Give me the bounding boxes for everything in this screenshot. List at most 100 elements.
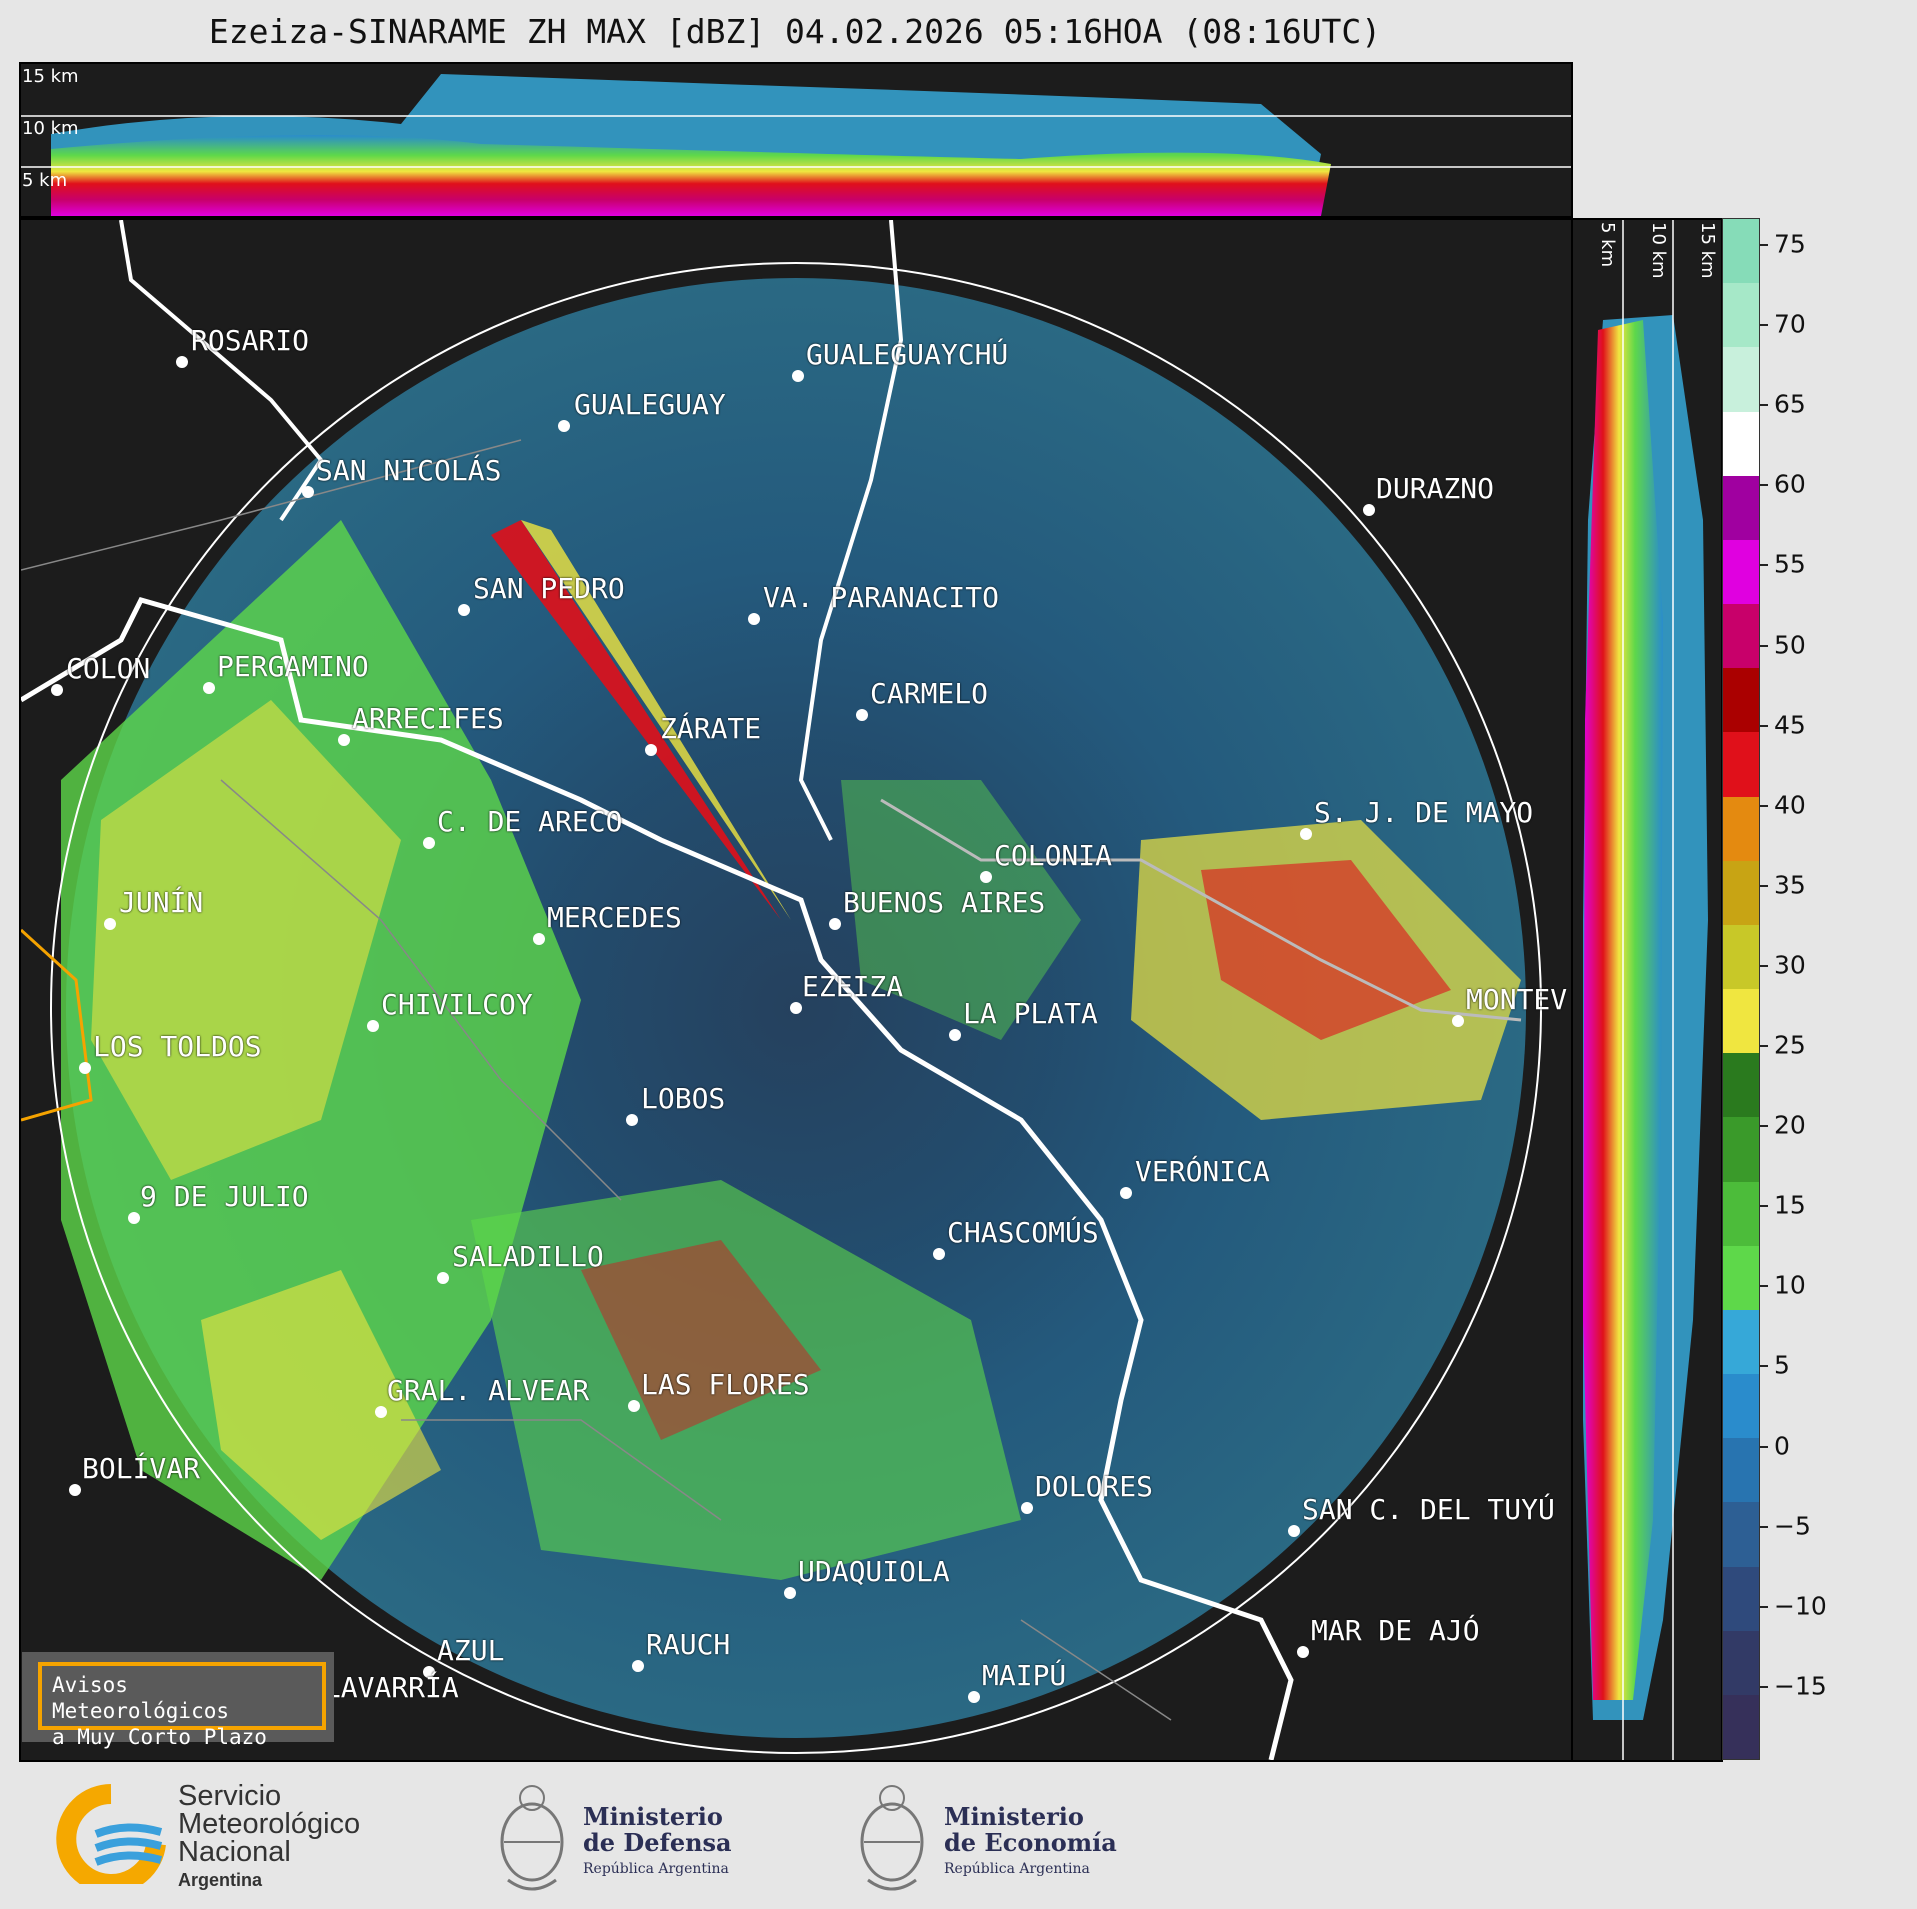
colorbar-segment [1723,1309,1759,1375]
smn-line-3: Nacional [178,1836,291,1868]
smn-line-1: Servicio [178,1780,282,1812]
defensa-logo-text: Ministerio de Defensa República Argentin… [583,1804,732,1882]
city-label: ZÁRATE [660,712,762,745]
city-label: GUALEGUAY [574,388,726,421]
colorbar-tick-mark [1760,804,1768,807]
chart-title: Ezeiza-SINARAME ZH MAX [dBZ] 04.02.2026 … [208,12,1382,51]
city-marker [423,1666,435,1678]
colorbar-segment [1723,1502,1759,1568]
colorbar-tick-mark [1760,1685,1768,1688]
aviso-line-1: Avisos Meteorológicos [52,1673,230,1723]
city-label: RAUCH [646,1628,731,1661]
city-label: CHASCOMÚS [947,1216,1099,1249]
city-label: ROSARIO [191,324,310,357]
colorbar-tick-label: 0 [1774,1431,1790,1460]
city-label: CHIVILCOY [381,988,533,1021]
aviso-box: Avisos Meteorológicos a Muy Corto Plazo [22,1652,334,1749]
top-height-label: 15 km [22,66,79,87]
colorbar-tick-label: −10 [1774,1591,1827,1621]
radar-map-panel: ROSARIO GUALEGUAYCHÚ GUALEGUAY SAN NICOL… [19,218,1573,1762]
argentina-coat-of-arms-icon [860,1785,924,1891]
colorbar-tick-label: 75 [1774,229,1806,259]
defensa-line-1: Ministerio [583,1802,723,1831]
city-label: JUNÍN [119,886,204,919]
colorbar-tick-mark [1760,564,1768,567]
city-marker [980,871,992,883]
city-label: MONTEV [1466,983,1568,1016]
city-marker [829,918,841,930]
economia-line-1: Ministerio [944,1802,1084,1831]
city-label: LAS FLORES [641,1368,810,1401]
colorbar-tick-label: 70 [1774,309,1806,339]
colorbar-segment [1723,411,1759,477]
city-label: VA. PARANACITO [763,581,1000,614]
top-height-label: 10 km [22,118,79,139]
smn-logo-icon [56,1784,166,1884]
city-label: PERGAMINO [217,650,369,683]
right-height-label: 10 km [1648,222,1669,279]
radar-site-marker [790,1002,802,1014]
colorbar-tick-label: 10 [1774,1270,1806,1300]
colorbar-tick-mark [1760,1205,1768,1208]
colorbar-tick-mark [1760,1045,1768,1047]
colorbar-tick-label: −15 [1774,1671,1827,1701]
city-marker [1300,828,1312,840]
colorbar-tick-label: 50 [1774,630,1806,659]
economia-sub: República Argentina [944,1861,1090,1877]
colorbar-tick-mark [1760,404,1768,407]
city-label: BUENOS AIRES [843,886,1046,919]
colorbar-segment [1723,1630,1759,1696]
colorbar-tick-mark [1760,724,1768,727]
colorbar-segment [1723,1117,1759,1183]
colorbar-tick-mark [1760,1525,1768,1528]
city-marker [1363,504,1375,516]
colorbar-tick-label: 5 [1774,1350,1790,1380]
city-label: EZEIZA [802,970,904,1003]
economia-logo-text: Ministerio de Economía República Argenti… [944,1804,1117,1882]
top-cross-section-panel: 15 km 10 km 5 km [19,62,1573,218]
city-label: VERÓNICA [1135,1155,1270,1188]
radar-map-image [21,220,1542,1760]
colorbar-segment [1723,604,1759,670]
city-marker [375,1406,387,1418]
city-marker [104,918,116,930]
colorbar [1722,218,1760,1760]
colorbar-tick-label: 35 [1774,870,1806,900]
city-label: BOLÍVAR [82,1452,201,1485]
colorbar-segment [1723,475,1759,541]
city-label: LA PLATA [963,997,1098,1030]
city-label: ARRECIFES [352,702,504,735]
smn-line-2: Meteorológico [178,1808,361,1840]
smn-logo-text: Servicio Meteorológico Nacional Argentin… [178,1782,360,1894]
city-label: SAN C. DEL TUYÚ [1302,1493,1555,1526]
city-label: S. J. DE MAYO [1314,796,1534,829]
city-marker [1297,1646,1309,1658]
city-marker [458,604,470,616]
colorbar-tick-mark [1760,324,1768,327]
colorbar-segment [1723,1245,1759,1311]
colorbar-tick-mark [1760,964,1768,967]
city-marker [51,684,63,696]
city-label: DOLORES [1035,1470,1154,1503]
city-marker [79,1062,91,1074]
colorbar-segment [1723,989,1759,1055]
city-marker [645,744,657,756]
colorbar-segment [1723,219,1759,285]
colorbar-tick-label: 60 [1774,469,1806,499]
city-label: SALADILLO [452,1240,604,1273]
city-label: UDAQUIOLA [798,1555,950,1588]
city-label: 9 DE JULIO [140,1180,309,1213]
city-marker [784,1587,796,1599]
colorbar-tick-mark [1760,884,1768,887]
city-marker [1120,1187,1132,1199]
colorbar-segment [1723,539,1759,605]
city-marker [792,370,804,382]
right-cross-section-image [1583,220,1708,1760]
colorbar-segment [1723,1374,1759,1440]
right-height-label: 15 km [1697,222,1718,279]
logo-bar: Servicio Meteorológico Nacional Argentin… [0,1762,1917,1909]
city-marker [626,1114,638,1126]
economia-line-2: de Economía [944,1828,1117,1857]
city-marker [1288,1525,1300,1537]
right-cross-section-panel: 5 km 10 km 15 km [1571,218,1723,1762]
